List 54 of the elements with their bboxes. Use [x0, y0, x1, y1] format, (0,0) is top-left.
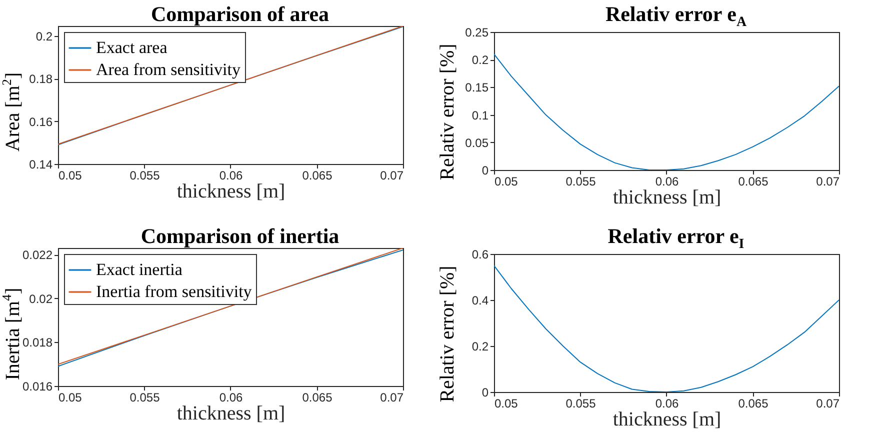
- x-axis-title: thickness [m]: [612, 186, 722, 208]
- x-tick-label: 0.055: [566, 174, 596, 188]
- x-tick-label: 0.05: [58, 390, 82, 404]
- y-tick-label: 0.016: [22, 380, 53, 394]
- x-tick-label: 0.065: [738, 396, 769, 410]
- legend-label: Area from sensitivity: [96, 60, 241, 79]
- y-tick-label: 0.05: [465, 136, 489, 150]
- x-tick-label: 0.065: [738, 174, 769, 188]
- y-tick-label: 0.2: [472, 53, 489, 68]
- y-tick-label: 0.16: [29, 114, 53, 129]
- y-tick-label: 0.02: [29, 292, 53, 306]
- chart-title: Relativ error e$_{A}$: [604, 2, 748, 32]
- x-axis-title: thickness [m]: [176, 402, 286, 424]
- x-tick-label: 0.07: [816, 396, 840, 410]
- y-tick-label: 0.1: [472, 108, 489, 122]
- y-axis-title: Relativ error [%]: [436, 266, 460, 402]
- y-tick-label: 0.022: [22, 248, 53, 262]
- x-axis-title: thickness [m]: [612, 408, 722, 430]
- x-tick-label: 0.06: [219, 168, 243, 182]
- y-axis-title: Relativ error [%]: [436, 44, 460, 180]
- chart-title: Comparison of inertia: [140, 224, 340, 249]
- y-tick-label: 0.25: [465, 26, 489, 40]
- x-tick-label: 0.06: [655, 174, 679, 188]
- line-series: [494, 265, 839, 392]
- x-tick-label: 0.055: [130, 390, 160, 404]
- x-tick-label: 0.065: [302, 390, 333, 404]
- chart-title: Comparison of area: [150, 2, 330, 27]
- y-tick-label: 0: [482, 164, 489, 178]
- x-axis-title: thickness [m]: [176, 180, 286, 202]
- y-tick-label: 0.2: [472, 340, 489, 354]
- x-tick-label: 0.07: [380, 168, 404, 182]
- x-tick-label: 0.06: [219, 390, 243, 404]
- x-tick-label: 0.05: [494, 174, 518, 188]
- x-tick-label: 0.055: [566, 396, 596, 410]
- y-tick-label: 0.018: [22, 336, 53, 350]
- x-tick-label: 0.055: [130, 168, 160, 182]
- legend-label: Exact area: [96, 38, 168, 57]
- y-tick-label: 0.4: [472, 294, 489, 308]
- x-tick-label: 0.06: [655, 396, 679, 410]
- y-tick-label: 0.15: [465, 80, 489, 95]
- legend-label: Inertia from sensitivity: [96, 282, 252, 301]
- y-tick-label: 0.6: [472, 248, 489, 262]
- chart-title: Relativ error e$_{I}$: [606, 224, 746, 254]
- y-tick-label: 0.18: [29, 72, 53, 86]
- x-tick-label: 0.05: [58, 168, 82, 182]
- x-tick-label: 0.065: [302, 168, 333, 182]
- y-tick-label: 0: [482, 386, 489, 400]
- x-tick-label: 0.07: [380, 390, 404, 404]
- x-tick-label: 0.05: [494, 396, 518, 410]
- y-tick-label: 0.14: [29, 158, 53, 172]
- legend-label: Exact inertia: [96, 260, 183, 279]
- x-tick-label: 0.07: [816, 174, 840, 188]
- line-series: [494, 54, 839, 170]
- y-tick-label: 0.2: [36, 30, 53, 44]
